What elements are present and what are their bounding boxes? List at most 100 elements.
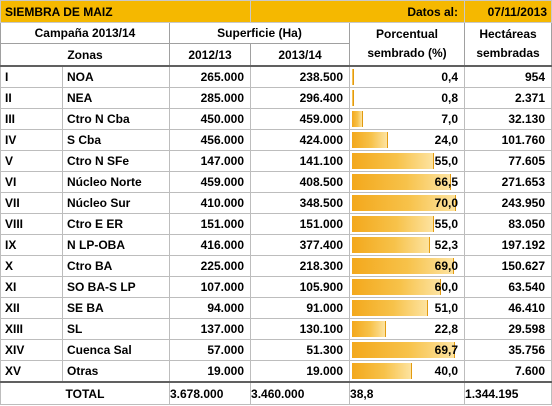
superficie-header: Superficie (Ha) (168, 22, 351, 44)
pct-cell: 52,3 (349, 234, 466, 256)
superficie-2012: 94.000 (168, 297, 252, 319)
table-row: II NEA 285.000 296.400 0,8 2.371 (0, 87, 552, 109)
superficie-2012: 456.000 (168, 129, 252, 151)
hectareas-sembradas: 197.192 (464, 234, 552, 256)
table-row: XII SE BA 94.000 91.000 51,0 46.410 (0, 297, 552, 319)
hectareas-sembradas: 46.410 (464, 297, 552, 319)
zone-roman: IV (0, 129, 63, 151)
zone-name: Otras (62, 360, 170, 383)
superficie-2012: 459.000 (168, 171, 252, 193)
zone-roman: XIII (0, 318, 63, 340)
zone-roman: V (0, 150, 63, 172)
hectareas-sembradas: 35.756 (464, 339, 552, 361)
zone-name: NEA (62, 87, 170, 109)
total-label: TOTAL (0, 381, 170, 405)
hectareas-sembradas: 101.760 (464, 129, 552, 151)
pct-bar (352, 174, 451, 190)
zone-roman: X (0, 255, 63, 277)
pct-cell: 51,0 (349, 297, 466, 319)
pct-value: 55,0 (434, 217, 459, 231)
pct-cell: 55,0 (349, 213, 466, 235)
superficie-2012: 285.000 (168, 87, 252, 109)
title-row: SIEMBRA DE MAIZ Datos al: 07/11/2013 (0, 0, 552, 23)
pct-bar (352, 132, 389, 148)
table-row: V Ctro N SFe 147.000 141.100 55,0 77.605 (0, 150, 552, 172)
zone-roman: XV (0, 360, 63, 383)
table-row: VI Núcleo Norte 459.000 408.500 66,5 271.653 (0, 171, 552, 193)
zone-name: Núcleo Sur (62, 192, 170, 214)
table-row: VII Núcleo Sur 410.000 348.500 70,0 243.950 (0, 192, 552, 214)
superficie-2013: 51.300 (250, 339, 351, 361)
zone-name: Ctro BA (62, 255, 170, 277)
pct-cell: 69,7 (349, 339, 466, 361)
zone-name: SO BA-S LP (62, 276, 170, 298)
pct-bar (352, 111, 364, 127)
superficie-2013: 19.000 (250, 360, 351, 383)
hectareas-sembradas: 77.605 (464, 150, 552, 172)
pct-cell: 60,0 (349, 276, 466, 298)
pct-value: 40,0 (434, 364, 459, 378)
zone-roman: XIV (0, 339, 63, 361)
table-row: XIV Cuenca Sal 57.000 51.300 69,7 35.756 (0, 339, 552, 361)
total-row: TOTAL 3.678.000 3.460.000 38,8 1.344.195 (0, 381, 552, 405)
pct-bar (352, 237, 430, 253)
page-title: SIEMBRA DE MAIZ (0, 0, 252, 23)
pct-value: 7,0 (441, 112, 459, 126)
zone-name: Cuenca Sal (62, 339, 170, 361)
pct-bar (352, 69, 355, 85)
superficie-2013: 141.100 (250, 150, 351, 172)
superficie-2013: 151.000 (250, 213, 351, 235)
zone-name: SE BA (62, 297, 170, 319)
zone-roman: VII (0, 192, 63, 214)
table-row: IV S Cba 456.000 424.000 24,0 101.760 (0, 129, 552, 151)
pct-bar (352, 90, 355, 106)
pct-bar (352, 279, 442, 295)
pct-value: 24,0 (434, 133, 459, 147)
zone-name: S Cba (62, 129, 170, 151)
pct-value: 0,8 (441, 91, 459, 105)
pct-value: 70,0 (434, 196, 459, 210)
pct-cell: 70,0 (349, 192, 466, 214)
superficie-2013: 408.500 (250, 171, 351, 193)
pct-value: 52,3 (434, 238, 459, 252)
hectareas-sembradas: 83.050 (464, 213, 552, 235)
total-hectareas: 1.344.195 (464, 381, 552, 405)
pct-value: 55,0 (434, 154, 459, 168)
superficie-2013: 238.500 (250, 65, 351, 88)
pct-bar (352, 342, 456, 358)
table-row: VIII Ctro E ER 151.000 151.000 55,0 83.050 (0, 213, 552, 235)
hectareas-sembradas: 32.130 (464, 108, 552, 130)
col-2012-header: 2012/13 (168, 43, 252, 67)
zonas-header: Zonas (0, 43, 170, 67)
superficie-2013: 296.400 (250, 87, 351, 109)
table-row: X Ctro BA 225.000 218.300 69,0 150.627 (0, 255, 552, 277)
superficie-2012: 410.000 (168, 192, 252, 214)
superficie-2013: 424.000 (250, 129, 351, 151)
superficie-2013: 130.100 (250, 318, 351, 340)
header-row-1: Campaña 2013/14 Superficie (Ha) Porcentu… (0, 22, 552, 67)
hectareas-sembradas: 150.627 (464, 255, 552, 277)
pct-value: 60,0 (434, 280, 459, 294)
pct-bar (352, 363, 412, 379)
total-2013: 3.460.000 (250, 381, 351, 405)
hectareas-sembradas: 243.950 (464, 192, 552, 214)
porcentual-header: Porcentual sembrado (%) (349, 22, 466, 67)
data-rows: I NOA 265.000 238.500 0,4 954 II NEA 285.000 296.… (0, 65, 552, 383)
pct-value: 66,5 (434, 175, 459, 189)
total-pct-value: 38,8 (350, 386, 374, 401)
hectareas-header-line-1: Hectáreas (479, 27, 537, 41)
pct-cell: 0,4 (349, 65, 466, 88)
superficie-2012: 450.000 (168, 108, 252, 130)
superficie-2012: 137.000 (168, 318, 252, 340)
superficie-2013: 91.000 (250, 297, 351, 319)
campaign-header: Campaña 2013/14 (0, 22, 170, 44)
superficie-2013: 218.300 (250, 255, 351, 277)
pct-value: 69,0 (434, 259, 459, 273)
zone-roman: XII (0, 297, 63, 319)
pct-value: 51,0 (434, 301, 459, 315)
hectareas-sembradas: 7.600 (464, 360, 552, 383)
pct-cell: 24,0 (349, 129, 466, 151)
table-row: XI SO BA-S LP 107.000 105.900 60,0 63.540 (0, 276, 552, 298)
pct-bar (352, 216, 434, 232)
